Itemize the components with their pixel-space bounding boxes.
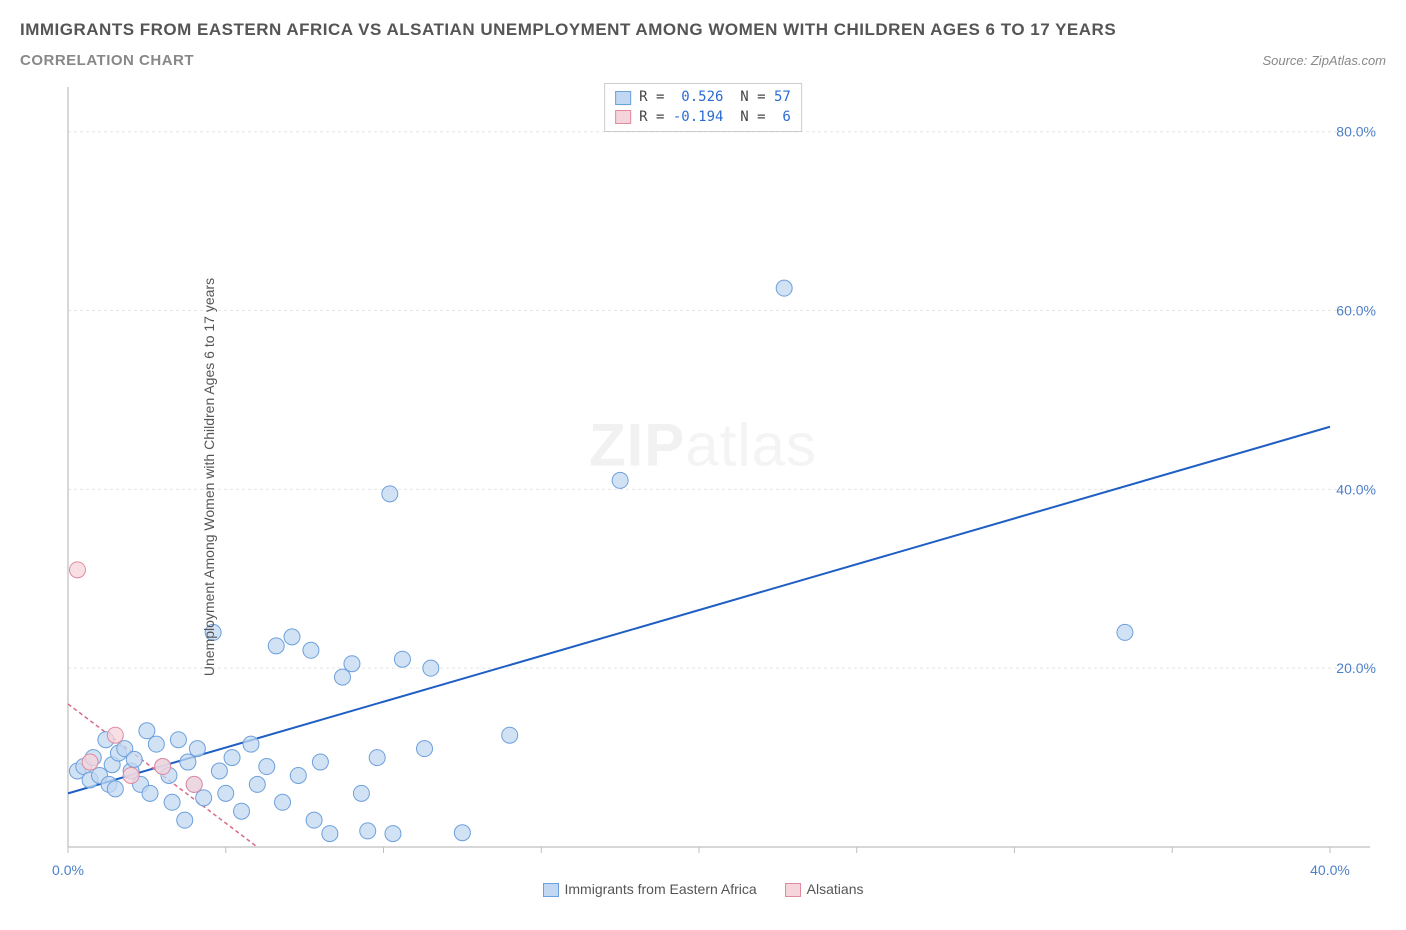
svg-text:80.0%: 80.0% — [1336, 124, 1376, 140]
correlation-legend: R = 0.526 N = 57R = -0.194 N = 6 — [604, 83, 802, 132]
series-legend-item: Immigrants from Eastern Africa — [543, 881, 757, 897]
svg-text:20.0%: 20.0% — [1336, 660, 1376, 676]
svg-text:0.0%: 0.0% — [52, 862, 84, 877]
scatter-chart: 20.0% 40.0% 60.0% 80.0% 0.0% 40.0% — [20, 77, 1386, 877]
legend-text: R = -0.194 N = 6 — [639, 108, 791, 128]
subtitle-row: CORRELATION CHART Source: ZipAtlas.com — [20, 52, 1386, 69]
svg-text:40.0%: 40.0% — [1310, 862, 1350, 877]
legend-text: R = 0.526 N = 57 — [639, 88, 791, 108]
series-label: Alsatians — [807, 881, 864, 897]
legend-row: R = 0.526 N = 57 — [615, 88, 791, 108]
chart-container: Unemployment Among Women with Children A… — [20, 77, 1386, 877]
chart-title: IMMIGRANTS FROM EASTERN AFRICA VS ALSATI… — [20, 20, 1386, 40]
legend-row: R = -0.194 N = 6 — [615, 108, 791, 128]
legend-swatch — [615, 110, 631, 124]
legend-swatch — [785, 883, 801, 897]
series-legend: Immigrants from Eastern Africa Alsatians — [20, 881, 1386, 897]
svg-text:40.0%: 40.0% — [1336, 481, 1376, 497]
series-legend-item: Alsatians — [785, 881, 864, 897]
legend-swatch — [543, 883, 559, 897]
chart-subtitle: CORRELATION CHART — [20, 52, 194, 69]
svg-text:60.0%: 60.0% — [1336, 303, 1376, 319]
y-axis-label: Unemployment Among Women with Children A… — [201, 278, 217, 676]
legend-swatch — [615, 91, 631, 105]
source-label: Source: ZipAtlas.com — [1262, 53, 1386, 68]
series-label: Immigrants from Eastern Africa — [565, 881, 757, 897]
